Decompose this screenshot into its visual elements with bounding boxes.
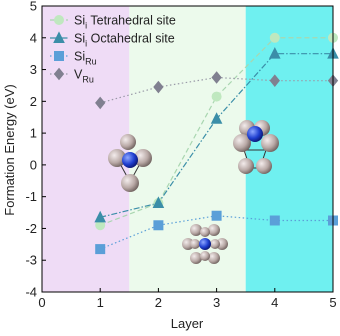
series-line — [99, 37, 333, 226]
legend-subscript: Ru — [85, 57, 97, 67]
legend-name: Si — [74, 14, 85, 28]
point — [95, 96, 106, 110]
point — [211, 91, 222, 102]
substitutional-cluster — [182, 224, 228, 264]
structure-images — [108, 120, 279, 264]
legend-subscript: i — [85, 39, 87, 49]
legend-marker — [53, 67, 65, 81]
series-line — [100, 76, 333, 104]
point — [269, 215, 280, 226]
point — [153, 80, 164, 94]
point — [268, 47, 281, 59]
y-tick-label: -4 — [25, 285, 37, 300]
x-tick-label: 2 — [155, 295, 162, 310]
plot-frame — [41, 5, 334, 293]
x-tick-label: 3 — [213, 295, 220, 310]
legend-marker — [54, 15, 64, 25]
x-tick-label: 1 — [97, 295, 104, 310]
legend-marker — [54, 51, 64, 61]
point — [210, 112, 223, 124]
point — [94, 210, 107, 223]
point — [95, 244, 106, 255]
octahedral-cluster — [233, 120, 279, 174]
y-tick-label: 3 — [30, 62, 37, 77]
legend-name: Si — [74, 32, 85, 46]
shaded-region — [42, 6, 130, 292]
legend-subscript: i — [85, 21, 87, 31]
legend-suffix: Octahedral site — [87, 32, 175, 46]
y-tick-label: 5 — [30, 0, 37, 14]
x-axis-label: Layer — [171, 316, 204, 331]
y-tick-label: -2 — [25, 221, 37, 236]
legend-name: V — [74, 68, 83, 82]
y-tick-label: -3 — [25, 253, 37, 268]
point — [269, 74, 280, 87]
legend-marker — [53, 31, 65, 43]
y-tick-label: -1 — [25, 189, 37, 204]
x-tick-label: 5 — [329, 295, 336, 310]
y-tick-label: 4 — [30, 30, 37, 45]
legend-label: Sii Octahedral site — [74, 32, 175, 49]
legend-suffix: Tetrahedral site — [87, 14, 176, 28]
y-axis-label: Formation Energy (eV) — [2, 84, 17, 216]
legend-label: VRu — [74, 68, 94, 85]
point — [153, 220, 164, 231]
x-tick-label: 0 — [38, 295, 45, 310]
point — [269, 32, 280, 43]
legend-name: Si — [74, 50, 85, 64]
shaded-region — [245, 6, 333, 292]
x-tick-label: 4 — [271, 295, 278, 310]
legend-subscript: Ru — [82, 75, 94, 85]
legend-label: Sii Tetrahedral site — [74, 14, 176, 31]
point — [211, 71, 222, 84]
point — [152, 196, 165, 209]
point — [211, 210, 222, 221]
tetrahedral-cluster — [108, 134, 152, 192]
y-tick-label: 0 — [30, 157, 37, 172]
legend-label: SiRu — [74, 50, 97, 67]
y-tick-label: 2 — [30, 94, 37, 109]
y-tick-label: 1 — [30, 126, 37, 141]
